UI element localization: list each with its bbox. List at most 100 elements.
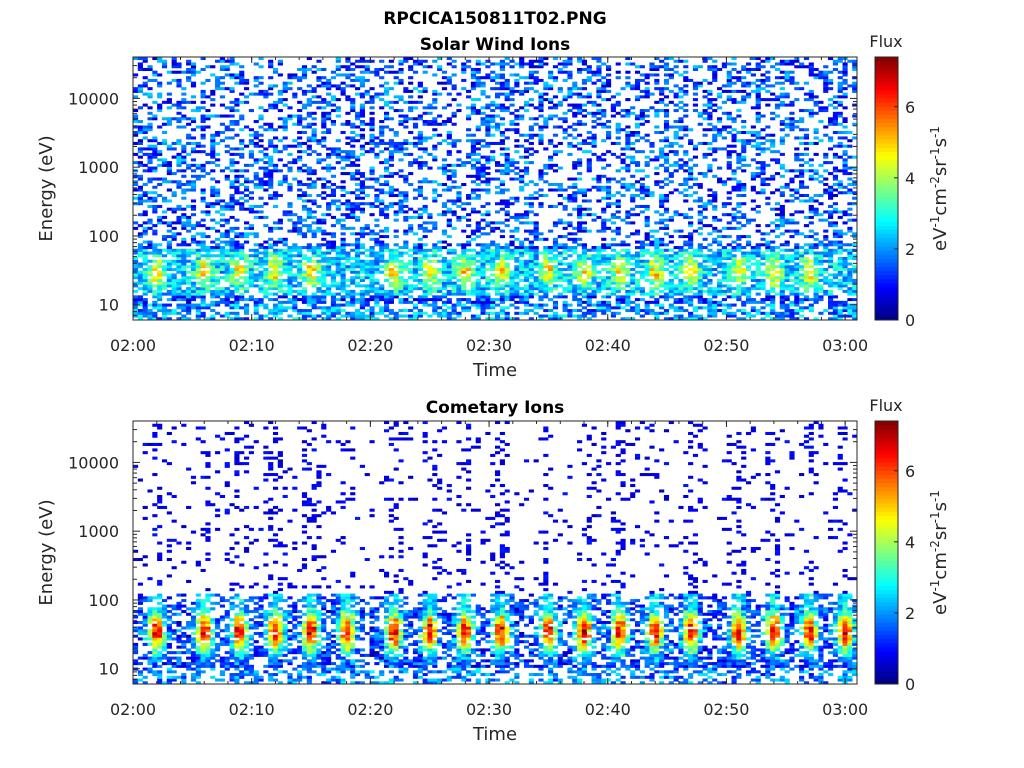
colorbar-swatch: [875, 659, 898, 664]
colorbar-swatch: [875, 250, 898, 255]
colorbar-swatch: [875, 433, 898, 438]
colorbar-swatch: [875, 77, 898, 83]
colorbar-swatch: [875, 499, 898, 504]
colorbar-swatch: [875, 466, 898, 471]
colorbar-swatch: [875, 601, 898, 607]
colorbar-swatch: [875, 634, 898, 640]
colorbar-swatch: [875, 638, 898, 644]
units-exponent: -1: [928, 490, 942, 502]
colorbar-swatch: [875, 130, 898, 136]
colorbar-swatch: [875, 679, 898, 685]
colorbar-swatch: [875, 577, 898, 582]
colorbar-swatch: [875, 655, 898, 660]
x-tick-label: 02:30: [466, 336, 512, 355]
units-exponent: -1: [928, 126, 942, 138]
colorbar-swatch: [875, 642, 898, 648]
colorbar-swatch: [875, 229, 898, 235]
colorbar-swatch: [875, 254, 898, 259]
colorbar-swatch: [875, 531, 898, 537]
colorbar-swatch: [875, 647, 898, 652]
x-tick-label: 02:20: [347, 700, 393, 719]
colorbar-swatch: [875, 98, 898, 103]
colorbar-swatch: [875, 135, 898, 140]
colorbar-swatch: [875, 527, 898, 533]
colorbar-swatch: [875, 180, 898, 185]
colorbar-units-label: eV-1cm-2sr-1s-1: [928, 490, 951, 615]
colorbar-swatch: [875, 610, 898, 615]
colorbar-swatch: [875, 110, 898, 115]
colorbar-swatch: [875, 61, 898, 66]
colorbar-swatch: [875, 188, 898, 194]
colorbar-swatch: [875, 167, 898, 173]
colorbar-swatch: [875, 69, 898, 74]
units-exponent: -1: [928, 511, 942, 523]
panel-title: Cometary Ions: [426, 398, 565, 418]
colorbar-swatch: [875, 503, 898, 508]
colorbar-swatch: [875, 213, 898, 218]
colorbar-swatch: [875, 622, 898, 627]
colorbar-tick-label: 6: [905, 462, 915, 481]
colorbar-title: Flux: [869, 32, 902, 51]
colorbar-swatch: [875, 457, 898, 463]
colorbar-swatch: [875, 540, 898, 545]
colorbar-swatch: [875, 556, 898, 562]
colorbar-swatch: [875, 618, 898, 623]
colorbar-title: Flux: [869, 396, 902, 415]
colorbar-swatch: [875, 593, 898, 599]
colorbar-swatch: [875, 573, 898, 578]
colorbar-swatch: [875, 486, 898, 492]
colorbar-swatch: [875, 544, 898, 549]
x-tick-label: 02:40: [585, 336, 631, 355]
colorbar-swatch: [875, 474, 898, 479]
colorbar-swatch: [875, 519, 898, 525]
colorbar-swatch: [875, 176, 898, 181]
colorbar-swatch: [875, 204, 898, 210]
y-tick-label: 100: [88, 227, 119, 246]
colorbar-swatch: [875, 106, 898, 111]
colorbar-swatch: [875, 482, 898, 488]
x-tick-label: 03:00: [822, 700, 868, 719]
x-tick-label: 02:00: [110, 700, 156, 719]
x-tick-label: 02:30: [466, 700, 512, 719]
colorbar-swatch: [875, 270, 898, 276]
colorbar-swatch: [875, 126, 898, 132]
colorbar-swatch: [875, 581, 898, 586]
colorbar-swatch: [875, 478, 898, 484]
colorbar-swatch: [875, 445, 898, 451]
colorbar-swatch: [875, 241, 898, 247]
units-base: s: [930, 138, 951, 147]
colorbar-swatch: [875, 295, 898, 300]
colorbar-swatch: [875, 233, 898, 239]
colorbar-swatch: [875, 262, 898, 267]
colorbar-swatch: [875, 585, 898, 590]
colorbar-swatch: [875, 507, 898, 512]
colorbar-swatch: [875, 225, 898, 230]
colorbar-swatch: [875, 494, 898, 500]
colorbar-swatch: [875, 490, 898, 496]
colorbar-swatch: [875, 307, 898, 313]
panel-title: Solar Wind Ions: [420, 35, 571, 55]
colorbar-swatch: [875, 93, 898, 99]
colorbar-swatch: [875, 511, 898, 516]
colorbar-swatch: [875, 425, 898, 430]
spectrogram-cells: [133, 57, 858, 321]
colorbar-swatch: [875, 453, 898, 459]
colorbar-swatch: [875, 237, 898, 243]
colorbar-swatch: [875, 589, 898, 594]
colorbar-swatch: [875, 291, 898, 296]
colorbar-swatch: [875, 266, 898, 272]
x-tick-label: 02:40: [585, 700, 631, 719]
colorbar-swatch: [875, 122, 898, 128]
colorbar-swatch: [875, 605, 898, 611]
y-tick-label: 1000: [78, 158, 119, 177]
colorbar-swatch: [875, 568, 898, 574]
colorbar-swatch: [875, 663, 898, 668]
y-axis-label: Energy (eV): [36, 135, 57, 241]
panel-cometary: 02:00 02:10 02:20 02:30 02:40 02:50 03:00 10 100…: [36, 396, 951, 745]
x-tick-label: 02:50: [703, 336, 749, 355]
panel-solar-wind: 02:00 02:10 02:20 02:30 02:40 02:50 03:00 10 100…: [36, 32, 951, 381]
colorbar-tick-label: 4: [905, 169, 915, 188]
x-tick-label: 02:50: [703, 700, 749, 719]
colorbar-swatch: [875, 675, 898, 681]
